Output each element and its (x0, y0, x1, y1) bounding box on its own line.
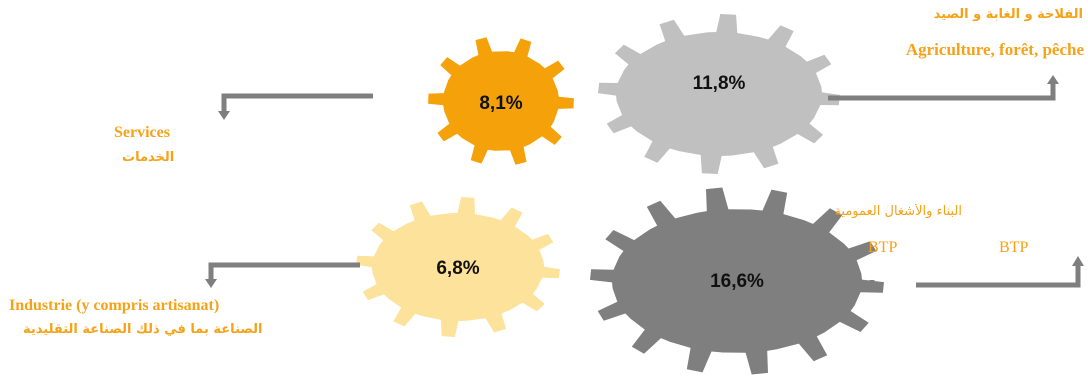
industrie-connector-arrow (208, 262, 360, 280)
agriculture-arrowhead-icon (1047, 75, 1059, 84)
services-gear (428, 37, 574, 165)
services-value: 8,1% (479, 93, 522, 114)
industrie-value: 6,8% (436, 258, 479, 279)
btp-gear (590, 187, 884, 375)
agriculture-value: 11,8% (693, 73, 746, 94)
agriculture-connector-arrow (828, 83, 1056, 101)
industrie-label-fr: Industrie (y compris artisanat) (9, 297, 220, 314)
services-label-fr: Services (114, 124, 170, 141)
services-connector-arrow (221, 93, 373, 112)
btp-arrowhead-icon (1072, 256, 1084, 266)
industrie-label-ar: الصناعة بما في ذلك الصناعة التقليدية (23, 322, 263, 337)
industrie-arrowhead-icon (205, 279, 217, 288)
btp-connector-arrow (916, 265, 1081, 288)
btp-label-ar: البناء والأشغال العمومية (836, 204, 962, 219)
industrie-gear (356, 197, 560, 337)
services-label-ar: الخدمات (122, 150, 175, 165)
btp-label-fr-2: BTP (999, 239, 1029, 256)
services-arrowhead-icon (218, 111, 230, 120)
btp-label-fr-1: BTP (868, 239, 898, 256)
agriculture-gear (598, 14, 840, 174)
agriculture-label-ar: الفلاحة و الغابة و الصيد (933, 7, 1083, 22)
btp-value: 16,6% (710, 271, 764, 292)
agriculture-label-fr: Agriculture, forêt, pêche (905, 40, 1084, 59)
